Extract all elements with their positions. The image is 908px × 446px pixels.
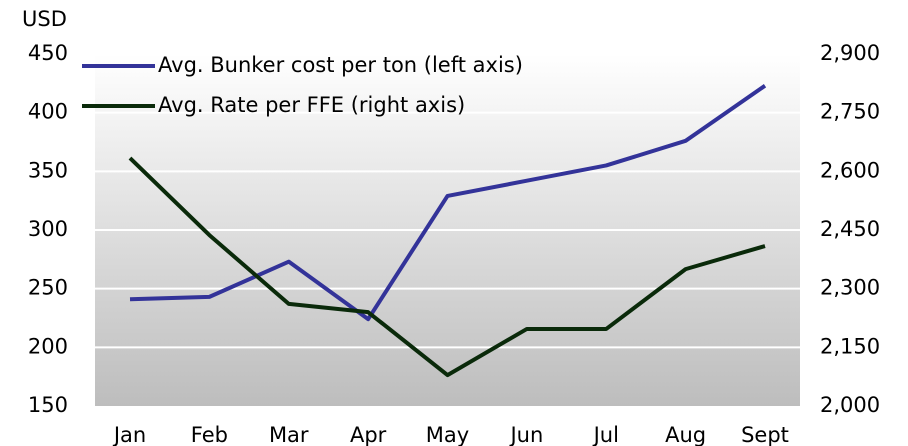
x-tick-label: Jan (112, 423, 146, 446)
y-tick-label: 350 (28, 158, 68, 182)
y2-tick-label: 2,750 (820, 100, 880, 124)
y2-tick-label: 2,000 (820, 393, 880, 417)
y2-tick-label: 2,150 (820, 334, 880, 358)
y-tick-label: 300 (28, 217, 68, 241)
y-tick-label: 250 (28, 276, 68, 300)
y2-tick-label: 2,900 (820, 41, 880, 65)
x-tick-label: Aug (665, 423, 706, 446)
y2-tick-label: 2,450 (820, 217, 880, 241)
y-tick-label: 400 (28, 100, 68, 124)
legend-label: Avg. Rate per FFE (right axis) (158, 93, 465, 117)
x-tick-label: May (426, 423, 469, 446)
y-tick-label: 450 (28, 41, 68, 65)
y2-tick-label: 2,300 (820, 276, 880, 300)
x-tick-label: Jun (508, 423, 543, 446)
x-tick-label: Sept (741, 423, 789, 446)
series-line (129, 84, 767, 322)
y2-tick-label: 2,600 (820, 158, 880, 182)
y-tick-label: 150 (28, 393, 68, 417)
series-line (128, 156, 766, 378)
x-tick-label: Jul (592, 423, 619, 446)
x-tick-label: Apr (350, 423, 387, 446)
x-tick-label: Mar (269, 423, 309, 446)
x-tick-label: Feb (191, 423, 228, 446)
y-axis-unit: USD (22, 7, 67, 31)
y-tick-label: 200 (28, 334, 68, 358)
legend-label: Avg. Bunker cost per ton (left axis) (158, 53, 523, 77)
